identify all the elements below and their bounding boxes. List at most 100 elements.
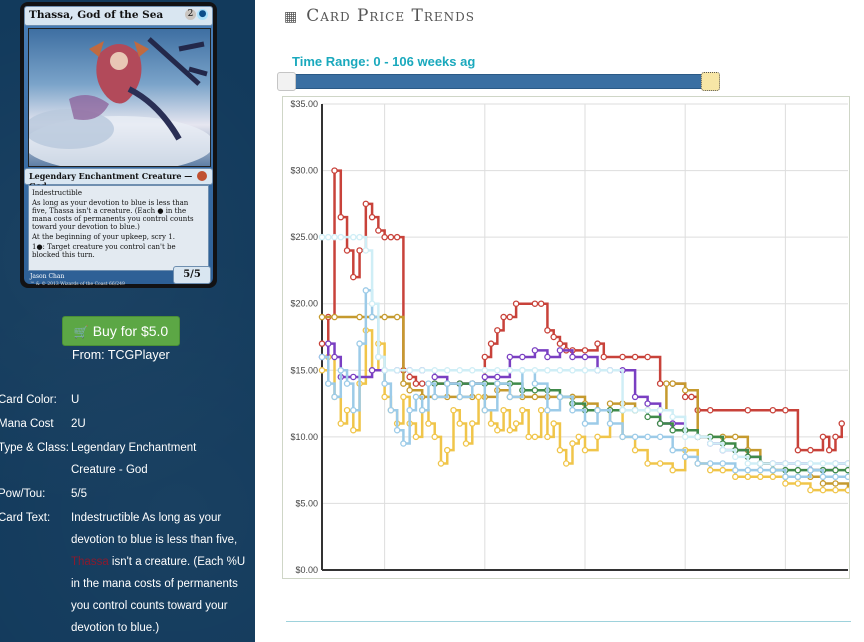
series-3-point: [594, 433, 601, 441]
series-5-point: [669, 426, 676, 434]
series-1-point: [744, 406, 752, 414]
series-7-point: [706, 440, 714, 447]
series-1-point: [825, 446, 833, 454]
series-6-point: [356, 340, 363, 347]
price-trend-chart: $0.00 $5.00 $10.00 $15.00 $20.00 $25.00 $30.00…: [290, 99, 850, 575]
series-1-point: [782, 406, 789, 414]
card-artist: Jason Chan: [30, 273, 65, 280]
card-mana-cost: 2 ●: [184, 9, 208, 20]
series-1-point: [337, 213, 345, 221]
series-2-point: [531, 393, 539, 401]
series-1-point: [619, 353, 626, 361]
series-7-point: [406, 367, 413, 374]
series-2-point: [331, 313, 338, 321]
series-6-point: [418, 406, 426, 414]
series-3-point: [644, 460, 651, 467]
card-rule-1: Indestructible: [32, 189, 82, 197]
series-6-point: [368, 313, 376, 321]
series-1-point: [688, 393, 695, 401]
series-7-point: [431, 367, 438, 374]
pow-tou-value: 5/5: [71, 488, 87, 500]
series-7-point: [757, 460, 764, 467]
series-3-point: [475, 393, 482, 401]
series-1-point: [481, 353, 489, 361]
series-6-point: [769, 466, 777, 474]
series-2-point: [681, 387, 689, 394]
series-1-point: [406, 373, 413, 381]
series-2-point: [400, 380, 407, 387]
series-1-point: [381, 233, 388, 241]
series-1-point: [832, 433, 839, 441]
series-7-point: [337, 233, 345, 241]
series-1-point: [706, 406, 714, 414]
time-range-end-handle[interactable]: [701, 72, 720, 91]
series-7-point: [375, 353, 382, 361]
series-4-point: [644, 400, 651, 407]
y-tick-label: $20.00: [290, 299, 318, 309]
series-7-point: [769, 460, 777, 467]
series-6-point: [481, 406, 489, 414]
series-3-point: [562, 460, 570, 467]
mana-blue-icon: ●: [197, 9, 208, 20]
vendor-source: From: TCGPlayer: [72, 348, 170, 362]
series-7-point: [694, 433, 701, 441]
section-divider: [286, 621, 851, 622]
y-tick-label: $25.00: [290, 232, 318, 242]
series-5-point: [656, 420, 664, 427]
time-range-slider-track[interactable]: [287, 74, 712, 89]
series-6-point: [494, 380, 501, 387]
series-3-point: [318, 367, 326, 374]
time-range-start-handle[interactable]: [277, 72, 296, 91]
series-2-point: [393, 313, 401, 321]
series-3-point: [512, 420, 520, 427]
series-3-point: [656, 460, 664, 467]
series-1-point: [681, 393, 689, 401]
series-6-point: [744, 466, 752, 474]
series-3-point: [425, 420, 432, 427]
series-5-point: [644, 413, 651, 421]
card-text-value: Indestructible As long as your devotion …: [71, 507, 251, 639]
series-6-point: [531, 380, 539, 387]
series-1-point: [807, 446, 814, 454]
series-6-point: [506, 393, 514, 401]
series-1-point: [819, 433, 827, 441]
series-7-point: [794, 460, 802, 467]
series-6-point: [362, 287, 370, 294]
series-4-point: [569, 353, 576, 361]
series-1-point: [487, 340, 495, 347]
series-7-point: [744, 460, 752, 467]
type-class-label: Type & Class:: [0, 442, 69, 454]
card-name-link[interactable]: Thassa: [71, 556, 109, 568]
series-4-point: [531, 347, 539, 354]
series-6-point: [318, 353, 326, 361]
y-tick-label: $30.00: [290, 166, 318, 176]
series-1-point: [362, 200, 370, 208]
series-3-point: [832, 486, 839, 494]
series-3-point: [469, 420, 476, 427]
series-2-point: [406, 387, 413, 394]
series-6-point: [325, 380, 332, 387]
series-1-point: [412, 380, 420, 387]
series-1-point: [838, 420, 845, 427]
series-1-point: [594, 340, 601, 347]
series-3-point: [550, 420, 557, 427]
series-3-point: [400, 393, 407, 401]
series-3-point: [337, 420, 345, 427]
series-3-point: [350, 426, 357, 434]
series-7-point: [832, 460, 839, 467]
series-4-point: [331, 353, 338, 361]
card-rule-2: As long as your devotion to blue is less…: [32, 199, 194, 231]
series-2-point: [318, 313, 326, 321]
series-7-point: [606, 367, 614, 374]
series-1-point: [556, 340, 564, 347]
card-rule-3: At the beginning of your upkeep, scry 1.: [32, 233, 175, 241]
series-7-point: [656, 406, 664, 414]
y-tick-label: $0.00: [295, 565, 318, 575]
series-4-point: [368, 367, 376, 374]
series-3-point: [794, 480, 802, 487]
series-7-point: [732, 453, 739, 461]
buy-button[interactable]: 🛒 Buy for $5.0: [62, 316, 180, 346]
series-1-point: [356, 247, 363, 254]
series-1-point: [418, 380, 426, 387]
series-3-point: [506, 426, 514, 434]
